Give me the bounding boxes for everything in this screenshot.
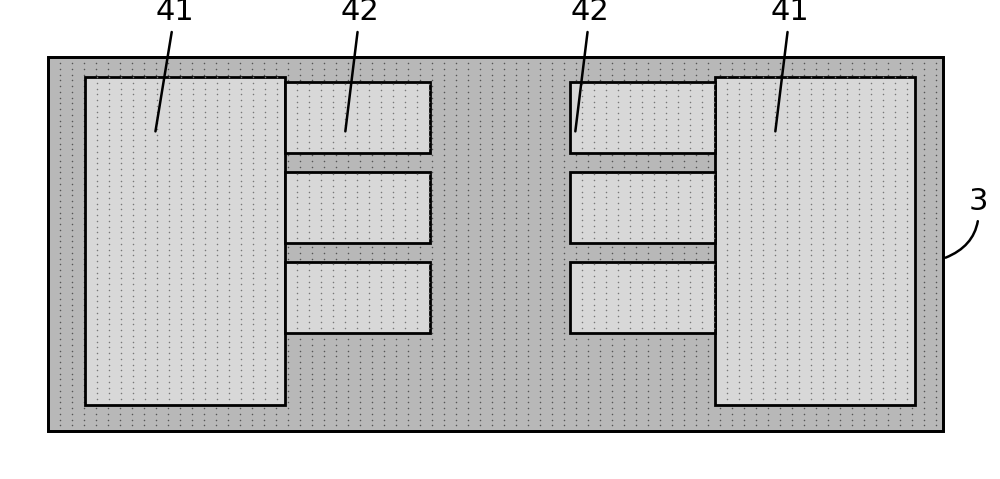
Bar [48,57,943,431]
Bar [570,262,715,333]
Bar [285,262,430,333]
Bar [570,82,715,153]
Bar [285,172,430,243]
Text: 42: 42 [571,0,609,131]
Bar [85,77,285,405]
Text: 3: 3 [946,187,988,258]
Bar [285,82,430,153]
Bar [570,172,715,243]
Text: 41: 41 [771,0,809,131]
Bar [715,77,915,405]
Text: 41: 41 [155,0,194,131]
Text: 42: 42 [341,0,379,131]
Bar [48,57,943,431]
